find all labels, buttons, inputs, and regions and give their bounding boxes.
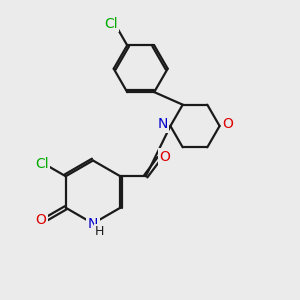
Text: N: N [158,118,168,131]
Text: O: O [223,118,233,131]
Text: N: N [88,217,98,230]
Text: O: O [35,214,46,227]
Text: Cl: Cl [104,16,118,31]
Text: H: H [95,225,104,239]
Text: Cl: Cl [35,157,49,170]
Text: O: O [159,150,170,164]
